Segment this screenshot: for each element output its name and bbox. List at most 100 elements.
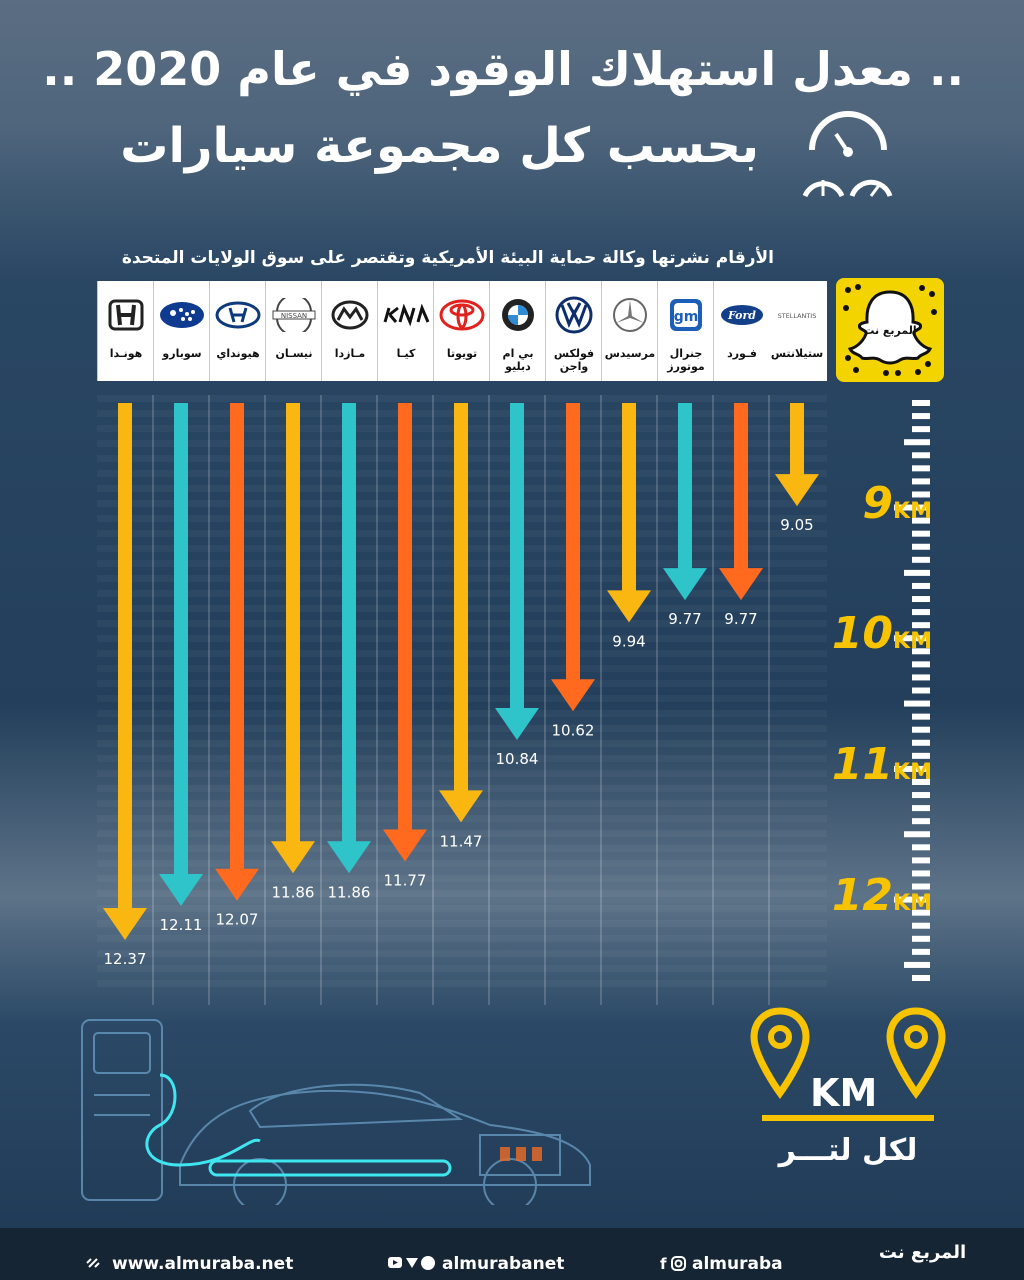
arrow-head <box>439 790 483 823</box>
brand-name: ستيلانتس <box>770 347 824 360</box>
value-label: 9.94 <box>612 632 645 650</box>
facebook-instagram-icon: f <box>660 1255 686 1272</box>
unit-label: KM <box>810 1071 878 1115</box>
value-label: 10.62 <box>552 721 595 739</box>
ford-logo-icon: Ford <box>721 305 763 325</box>
snapchat-ghost-icon: المربع نت <box>843 284 937 376</box>
scale-tick <box>912 948 930 955</box>
scale-tick <box>912 909 930 916</box>
brand-name: هونـدا <box>109 347 143 360</box>
brand-cell-bmw: بي ام دبليو <box>489 281 545 381</box>
scale-tick <box>912 400 930 406</box>
arrow-head <box>551 679 595 712</box>
arrow-mark <box>719 403 763 601</box>
scale-tick <box>912 975 930 981</box>
arrow-head <box>215 868 259 901</box>
unit-legend: KM لكل لتـــر <box>748 1005 948 1170</box>
scale-tick <box>912 426 930 433</box>
brand-cell-nissan: NISSAN نيسـان <box>265 281 321 381</box>
brand-name: مرسيدس <box>604 347 656 360</box>
value-label: 11.77 <box>384 872 427 890</box>
arrow-mark <box>271 403 315 874</box>
brand-cell-kia: كيـا <box>377 281 433 381</box>
scale-tick <box>894 765 930 772</box>
scale-tick <box>912 778 930 785</box>
scale-tick <box>912 739 930 746</box>
grid-band <box>97 980 827 987</box>
grid-band <box>97 875 827 882</box>
value-label: 9.77 <box>668 610 701 628</box>
arrow-mark <box>551 403 595 712</box>
arrow-shaft <box>734 403 748 571</box>
hyundai-logo-icon <box>215 301 261 329</box>
link-icon <box>86 1258 100 1268</box>
grid-band <box>97 935 827 942</box>
arrow-head <box>495 708 539 740</box>
arrow-shaft <box>174 403 188 876</box>
scale-tick <box>912 661 930 668</box>
arrow-shaft <box>342 403 356 844</box>
km-scale: 9KM 10KM 11KM 12KM <box>830 395 950 1015</box>
snapcode[interactable]: المربع نت <box>836 278 944 382</box>
footer-social-1[interactable]: almurabanet <box>442 1254 565 1274</box>
scale-tick <box>912 818 930 825</box>
arrow-mark <box>383 403 427 862</box>
scale-tick <box>904 831 930 838</box>
footer-social-2[interactable]: almuraba <box>692 1254 783 1274</box>
scale-tick <box>912 857 930 864</box>
gauge-icon <box>802 111 893 198</box>
scale-tick <box>912 792 930 799</box>
scale-tick <box>904 700 930 707</box>
value-label: 9.77 <box>724 610 757 628</box>
bmw-logo-icon <box>502 299 534 331</box>
scale-tick <box>912 596 930 603</box>
brand-name: نيسـان <box>275 347 313 360</box>
grid-band <box>97 920 827 927</box>
scale-tick <box>912 922 930 929</box>
footer-website[interactable]: www.almuraba.net <box>112 1254 294 1274</box>
title-line-1: .. معدل استهلاك الوقود في عام 2020 .. <box>42 42 964 96</box>
scale-tick <box>912 674 930 681</box>
footer-brand-logo: المربع نت <box>878 1242 967 1263</box>
grid-band <box>97 890 827 897</box>
arrow-shaft <box>286 403 300 844</box>
arrow-shaft <box>454 403 468 793</box>
arrow-head <box>103 907 147 940</box>
arrow-shaft <box>118 403 132 910</box>
grid-band <box>97 830 827 837</box>
arrow-mark <box>663 403 707 601</box>
stellantis-logo-icon: STELLANTIS <box>778 312 817 320</box>
title-line-2: بحسب كل مجموعة سيارات <box>120 118 759 174</box>
snapcode-brand: المربع نت <box>863 324 916 337</box>
scale-tick <box>912 452 930 459</box>
arrow-shaft <box>566 403 580 682</box>
scale-label: 10KM <box>831 608 932 660</box>
arrow-mark <box>159 403 203 906</box>
brand-logo-strip: هونـدا سوبارو هيونداي NISSAN نيسـان مـاز… <box>97 281 827 381</box>
fuel-chart: 12.37 12.11 12.07 11.86 11.86 11.77 11.47 10.84… <box>97 395 827 1005</box>
scale-tick <box>912 530 930 537</box>
brand-cell-stellantis: STELLANTIS ستيلانتس <box>769 281 825 381</box>
scale-tick <box>912 609 930 616</box>
grid-band <box>97 395 827 402</box>
unit-line <box>762 1115 934 1121</box>
scale-tick <box>912 844 930 851</box>
arrow-head <box>383 829 427 862</box>
scale-tick <box>912 622 930 629</box>
value-label: 12.07 <box>216 911 259 929</box>
arrow-shaft <box>622 403 636 593</box>
unit-caption: لكل لتـــر <box>778 1133 918 1168</box>
scale-tick <box>912 713 930 720</box>
svg-text:Ford: Ford <box>727 309 756 322</box>
arrow-shaft <box>510 403 524 710</box>
brand-name: بي ام دبليو <box>502 347 534 373</box>
brand-name: كيـا <box>396 347 416 360</box>
grid-band <box>97 965 827 972</box>
value-label: 11.86 <box>272 883 315 901</box>
location-pin-icon <box>886 1007 946 1099</box>
arrow-head <box>159 873 203 906</box>
scale-tick <box>912 726 930 733</box>
toyota-logo-icon <box>439 299 485 331</box>
brand-cell-honda: هونـدا <box>97 281 153 381</box>
scale-tick <box>912 582 930 589</box>
